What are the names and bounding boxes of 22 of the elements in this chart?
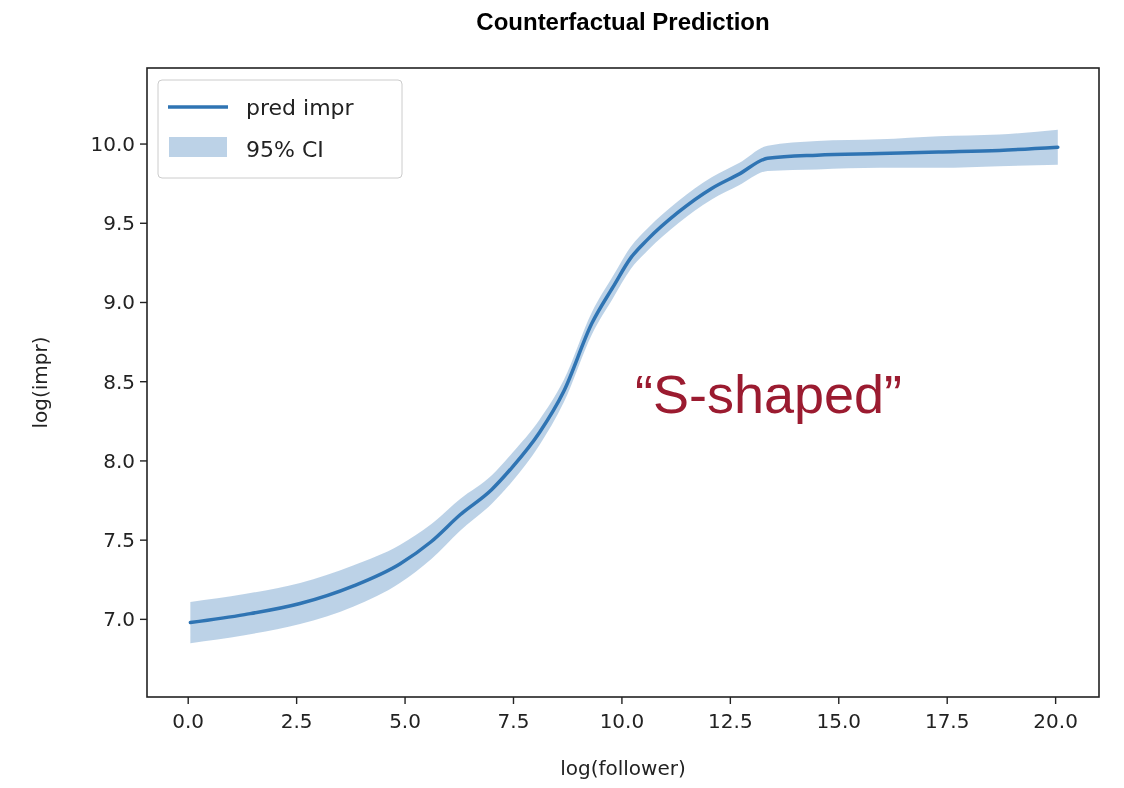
x-tick-label: 20.0 [1033,709,1078,733]
x-tick-label: 10.0 [599,709,645,733]
x-tick-label: 7.5 [497,709,530,733]
y-tick-label: 9.0 [103,290,135,315]
y-tick-label: 9.5 [103,211,135,236]
annotation: “S-shaped” [634,364,903,425]
y-tick-label: 8.0 [103,448,135,473]
x-tick-label: 5.0 [389,709,421,733]
y-tick-label: 7.0 [103,607,135,632]
legend-label: pred impr [246,95,355,120]
x-tick-label: 15.0 [816,709,862,733]
x-tick-label: 17.5 [924,709,970,733]
y-axis-title: log(impr) [28,336,52,429]
y-tick-label: 7.5 [103,528,135,553]
y-tick-label: 10.0 [90,132,135,157]
x-tick-label: 0.0 [172,709,205,733]
chart-title: Counterfactual Prediction [476,8,770,35]
y-tick-label: 8.5 [103,369,135,394]
x-tick-label: 12.5 [708,709,753,733]
x-tick-label: 2.5 [280,709,313,733]
annotation: 95% CI [246,137,324,162]
x-axis-title: log(follower) [560,756,686,780]
